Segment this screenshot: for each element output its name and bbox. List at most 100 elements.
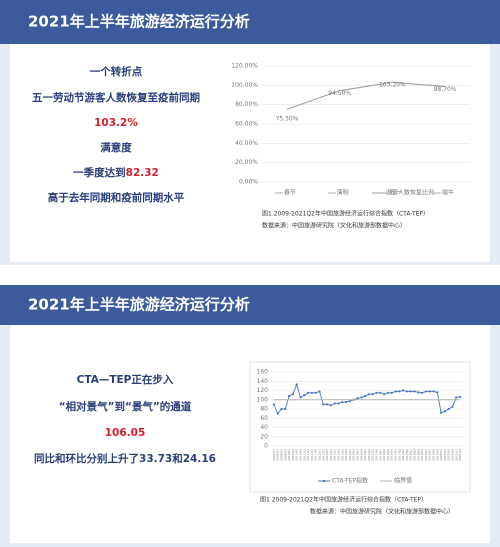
- x-tick-label: 2021Q2: [458, 449, 462, 461]
- text-line: 五一劳动节游客人数恢复至疫前同期: [32, 91, 200, 104]
- data-point: [295, 383, 298, 386]
- data-point: [432, 390, 435, 393]
- y-tick-label: 60: [260, 415, 268, 422]
- data-point: [288, 394, 291, 398]
- data-point: [440, 411, 443, 414]
- data-point: [341, 400, 344, 404]
- data-label: 75.30%: [276, 116, 299, 123]
- x-tick-label: 端午: [442, 189, 454, 197]
- x-tick-label: 2011Q4: [314, 449, 318, 461]
- text-line: “相对景气”到“景气”的通道: [59, 400, 192, 413]
- x-tick-label: 2020Q4: [451, 449, 455, 461]
- data-point: [375, 391, 378, 394]
- x-tick-label: 2010Q2: [291, 449, 295, 461]
- text-line: 同比和环比分别上升了33.73和24.16: [34, 452, 216, 465]
- header-band: [0, 285, 500, 325]
- slide-title: 2021年上半年旅游经济运行分析: [28, 13, 250, 31]
- data-label: 94.50%: [328, 90, 351, 97]
- data-point: [459, 395, 462, 399]
- x-tick-label: 2011Q2: [306, 449, 310, 461]
- data-point: [386, 391, 389, 394]
- data-point: [360, 396, 363, 399]
- data-point: [314, 391, 317, 394]
- data-point: [337, 402, 340, 405]
- y-tick-label: 100: [257, 396, 269, 403]
- x-tick-label: 2009Q4: [283, 449, 287, 461]
- x-tick-label: 2016Q3: [386, 449, 390, 461]
- x-tick-label: 2014Q3: [356, 449, 360, 461]
- x-tick-label: 2013Q2: [337, 449, 341, 461]
- x-tick-label: 2010Q3: [295, 449, 299, 461]
- text-line: 一季度达到82.32: [73, 166, 159, 179]
- y-tick-label: 20: [260, 433, 268, 440]
- x-tick-label: 2019Q3: [432, 449, 436, 461]
- x-tick-label: 2015Q3: [371, 449, 375, 461]
- data-point: [383, 393, 386, 396]
- y-tick-label: 140: [257, 378, 269, 385]
- x-tick-label: 2011Q1: [302, 449, 306, 461]
- slide-title: 2021年上半年旅游经济运行分析: [28, 296, 250, 314]
- y-tick-label: 60.00%: [235, 121, 258, 128]
- x-tick-label: 2018Q4: [420, 449, 424, 461]
- x-tick-label: 2009Q3: [280, 449, 284, 461]
- data-point: [299, 396, 302, 399]
- legend-label: 游客人数恢复比例: [386, 189, 434, 197]
- data-point: [303, 394, 306, 397]
- data-label: 98.70%: [434, 86, 457, 93]
- x-tick-label: 2018Q1: [409, 449, 413, 461]
- x-tick-label: 2012Q4: [329, 449, 333, 461]
- data-point: [424, 390, 427, 393]
- x-tick-label: 2014Q2: [352, 449, 356, 461]
- data-point: [443, 410, 446, 413]
- data-point: [394, 390, 397, 393]
- y-tick-label: 80: [260, 406, 268, 413]
- data-point: [284, 407, 287, 411]
- legend-marker: [322, 479, 326, 483]
- y-tick-label: 40: [260, 424, 268, 431]
- y-tick-label: 120: [257, 387, 269, 394]
- data-point: [272, 403, 275, 406]
- text-line: 高于去年同期和疫前同期水平: [48, 191, 185, 204]
- x-tick-label: 2009Q2: [276, 449, 280, 461]
- data-point: [307, 391, 310, 394]
- data-label: 103.20%: [379, 82, 406, 89]
- x-tick-label: 2020Q3: [447, 449, 451, 461]
- caption: 图1 2009-2021Q2年中国旅游经济运行综合指数（CTA-TEP）: [260, 496, 427, 504]
- data-point: [413, 390, 416, 393]
- x-tick-label: 五一: [389, 190, 401, 197]
- x-tick-label: 2017Q2: [397, 449, 401, 461]
- chart-frame: [249, 361, 471, 493]
- data-point: [409, 390, 412, 393]
- caption: 图1 2009-2021Q2年中国旅游经济运行综合指数（CTA-TEP）: [262, 210, 429, 218]
- x-tick-label: 2010Q1: [287, 449, 291, 461]
- x-tick-label: 2014Q4: [359, 449, 363, 461]
- card: [10, 44, 490, 262]
- data-point: [276, 412, 279, 415]
- data-point: [405, 390, 408, 393]
- x-tick-label: 2011Q3: [310, 449, 314, 461]
- y-tick-label: 100.00%: [231, 82, 258, 89]
- highlight: 103.2%: [94, 117, 138, 129]
- header-band: [0, 0, 500, 44]
- x-tick-label: 2016Q4: [390, 449, 394, 461]
- data-point: [390, 391, 393, 394]
- data-point: [451, 405, 454, 408]
- text-line: CTA—TEP正在步入: [77, 373, 174, 386]
- data-point: [421, 391, 424, 394]
- x-tick-label: 2014Q1: [348, 449, 352, 461]
- y-tick-label: 120.00%: [231, 63, 258, 70]
- y-tick-label: 160: [257, 369, 269, 376]
- highlight: 106.05: [105, 427, 146, 439]
- x-tick-label: 2012Q1: [318, 449, 322, 461]
- x-tick-label: 2015Q1: [363, 449, 367, 461]
- legend-label: 临界值: [394, 477, 412, 485]
- x-tick-label: 2013Q1: [333, 449, 337, 461]
- series-line: [286, 81, 446, 110]
- data-point: [329, 404, 332, 407]
- x-tick-label: 春节: [284, 189, 296, 197]
- x-tick-label: 2021Q1: [454, 449, 458, 461]
- data-point: [345, 400, 348, 404]
- data-point: [310, 391, 313, 394]
- x-tick-label: 2020Q2: [443, 449, 447, 461]
